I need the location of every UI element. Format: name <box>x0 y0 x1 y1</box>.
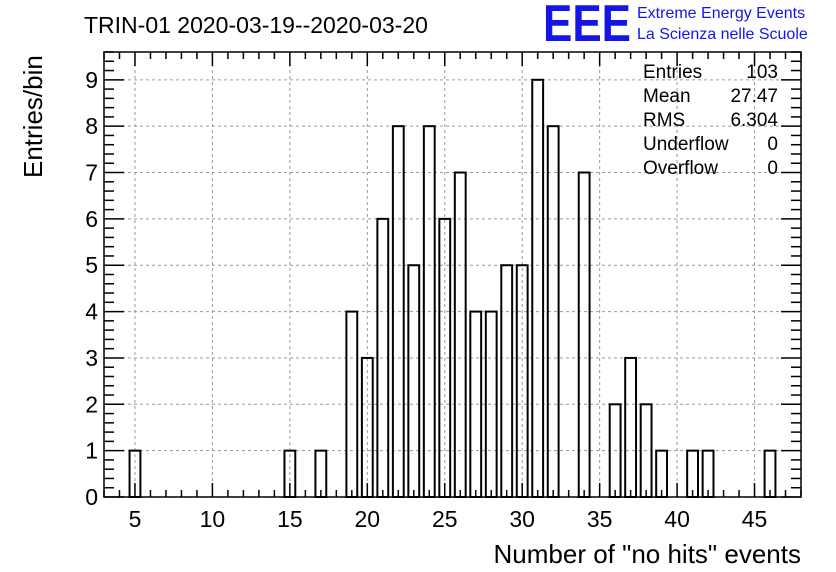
x-tick-label: 20 <box>355 506 381 532</box>
stats-value: 103 <box>746 62 778 83</box>
y-tick-label: 1 <box>85 438 98 464</box>
y-tick-label: 6 <box>85 206 98 232</box>
axis-ticks <box>103 51 802 498</box>
x-tick-label: 30 <box>509 506 535 532</box>
eee-logo-line1: Extreme Energy Events <box>637 5 805 22</box>
grid-lines <box>104 52 801 497</box>
stats-label: RMS <box>643 110 685 131</box>
eee-logo-mark: EEE <box>543 0 631 53</box>
x-tick-labels: 5 10 15 20 25 30 35 40 45 <box>129 506 768 532</box>
y-tick-label: 2 <box>85 391 98 417</box>
eee-logo: EEE Extreme Energy Events La Scienza nel… <box>543 0 808 53</box>
x-tick-label: 15 <box>277 506 303 532</box>
y-tick-label: 8 <box>85 113 98 139</box>
y-tick-label: 7 <box>85 160 98 186</box>
y-axis-label: Entries/bin <box>18 55 48 178</box>
y-tick-label: 9 <box>85 67 98 93</box>
histogram-bar <box>624 356 638 498</box>
histogram-bar <box>453 171 467 498</box>
stats-label: Underflow <box>643 134 729 155</box>
x-tick-label: 35 <box>587 506 613 532</box>
x-tick-label: 45 <box>742 506 768 532</box>
x-axis-label: Number of "no hits" events <box>494 539 802 569</box>
x-tick-label: 40 <box>664 506 690 532</box>
stats-label: Entries <box>643 62 702 83</box>
plot-frame <box>103 51 802 498</box>
x-tick-label: 5 <box>129 506 142 532</box>
x-tick-label: 25 <box>432 506 458 532</box>
stats-label: Mean <box>643 86 691 107</box>
y-tick-label: 3 <box>85 345 98 371</box>
histogram-bar <box>531 78 545 498</box>
eee-logo-line2: La Scienza nelle Scuole <box>637 26 808 43</box>
stats-value: 0 <box>767 158 778 179</box>
chart-title: TRIN-01 2020-03-19--2020-03-20 <box>84 12 428 38</box>
stats-value: 6.304 <box>730 110 778 131</box>
x-tick-label: 10 <box>200 506 226 532</box>
histogram-bar <box>407 264 421 498</box>
y-tick-label: 0 <box>85 484 98 510</box>
histogram-bar <box>500 264 514 498</box>
y-tick-label: 4 <box>85 299 98 325</box>
histogram-bar <box>577 171 591 498</box>
y-tick-label: 5 <box>85 252 98 278</box>
stats-value: 27.47 <box>730 86 778 107</box>
y-tick-labels: 0 1 2 3 4 5 6 7 8 9 <box>85 67 98 510</box>
stats-label: Overflow <box>643 158 718 179</box>
stats-value: 0 <box>767 134 778 155</box>
